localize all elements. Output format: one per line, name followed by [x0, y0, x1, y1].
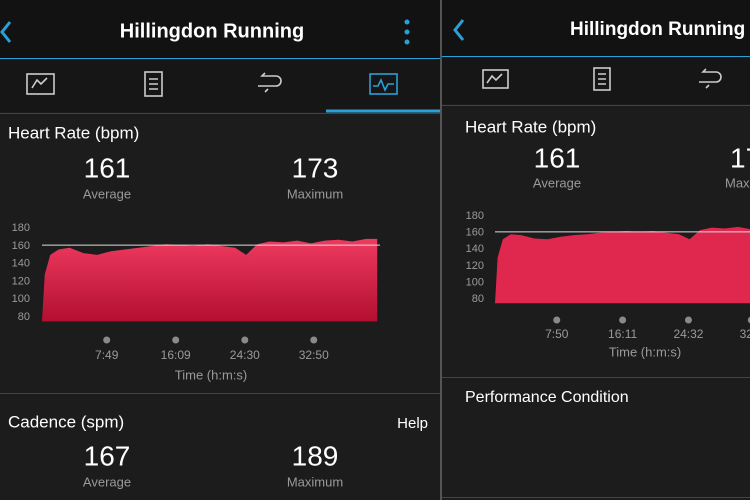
y-tick-label: 180: [466, 210, 484, 222]
stat-label: Maximum: [287, 186, 343, 201]
tab-laps[interactable]: [258, 72, 282, 93]
tab-summary[interactable]: [26, 73, 55, 95]
x-tick-dot: [553, 316, 561, 324]
y-tick-label: 100: [12, 293, 30, 305]
stat-value: 167: [84, 440, 131, 471]
section-title: Performance Condition: [465, 389, 629, 406]
x-tick-label: 24:32: [673, 327, 703, 341]
x-axis-label: Time (h:m:s): [175, 367, 247, 382]
y-tick-label: 80: [472, 293, 484, 305]
y-tick-label: 160: [12, 240, 30, 252]
tab-bar: [0, 60, 440, 112]
stat-value: 161: [534, 142, 581, 173]
stat-value: 17: [730, 142, 750, 173]
x-tick-label: 7:49: [95, 348, 119, 362]
header-bar: [0, 0, 440, 58]
x-tick-label: 32:5: [740, 327, 750, 341]
active-tab-indicator: [326, 109, 440, 113]
x-tick-label: 16:11: [608, 327, 637, 341]
x-tick-dot: [684, 316, 692, 324]
x-axis-label: Time (h:m:s): [609, 344, 681, 359]
section-title: Heart Rate (bpm): [8, 123, 139, 142]
stat-label: Maximum: [287, 474, 343, 489]
tab-bar: [442, 58, 750, 104]
phone-screen: Hillingdon Running Heart Rate (bpm) 161 Ave…: [0, 0, 440, 500]
section-title: Heart Rate (bpm): [465, 117, 596, 136]
x-tick-label: 32:50: [299, 348, 329, 362]
help-link[interactable]: Help: [397, 415, 428, 432]
x-tick-dot: [310, 336, 318, 344]
x-tick-dot: [172, 336, 180, 344]
x-tick-label: 7:50: [545, 327, 569, 341]
stat-label: Max: [725, 175, 750, 190]
image-divider: [440, 0, 442, 500]
x-tick-dot: [103, 336, 111, 344]
tab-details[interactable]: [593, 67, 611, 91]
tab-details[interactable]: [144, 71, 163, 97]
x-tick-label: 24:30: [230, 348, 260, 362]
y-tick-label: 140: [12, 258, 30, 270]
phone-screen: Hillingdon Running Heart Rate (bpm) 161 Ave…: [442, 0, 750, 500]
x-tick-label: 16:09: [161, 348, 191, 362]
tab-laps[interactable]: [699, 68, 722, 89]
x-tick-dot: [747, 316, 750, 324]
tab-summary[interactable]: [482, 69, 509, 89]
stat-label: Average: [83, 186, 131, 201]
header-bar: [442, 0, 750, 56]
x-tick-dot: [619, 316, 627, 324]
section-title: Cadence (spm): [8, 412, 124, 431]
y-tick-label: 120: [12, 275, 30, 287]
screen-title: Hillingdon Running: [120, 20, 304, 42]
tab-charts[interactable]: [369, 73, 398, 95]
y-tick-label: 140: [466, 243, 484, 255]
back-button[interactable]: [453, 19, 465, 41]
stat-value: 161: [84, 152, 131, 183]
heart-rate-area: [42, 238, 378, 322]
y-tick-label: 100: [466, 276, 484, 288]
y-tick-label: 180: [12, 222, 30, 234]
y-tick-label: 120: [466, 260, 484, 272]
stat-value: 173: [292, 152, 339, 183]
menu-button[interactable]: [404, 19, 410, 45]
stat-label: Average: [83, 474, 131, 489]
back-button[interactable]: [0, 21, 12, 43]
y-tick-label: 160: [466, 227, 484, 239]
y-tick-label: 80: [18, 311, 30, 323]
screen-title: Hillingdon Running: [570, 19, 745, 40]
x-tick-dot: [241, 336, 249, 344]
stat-value: 189: [292, 440, 339, 471]
stat-label: Average: [533, 175, 581, 190]
heart-rate-area: [495, 226, 750, 304]
